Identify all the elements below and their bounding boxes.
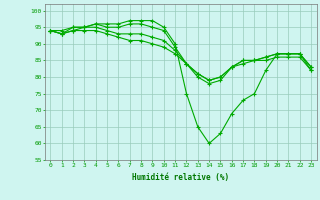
X-axis label: Humidité relative (%): Humidité relative (%) [132,173,229,182]
